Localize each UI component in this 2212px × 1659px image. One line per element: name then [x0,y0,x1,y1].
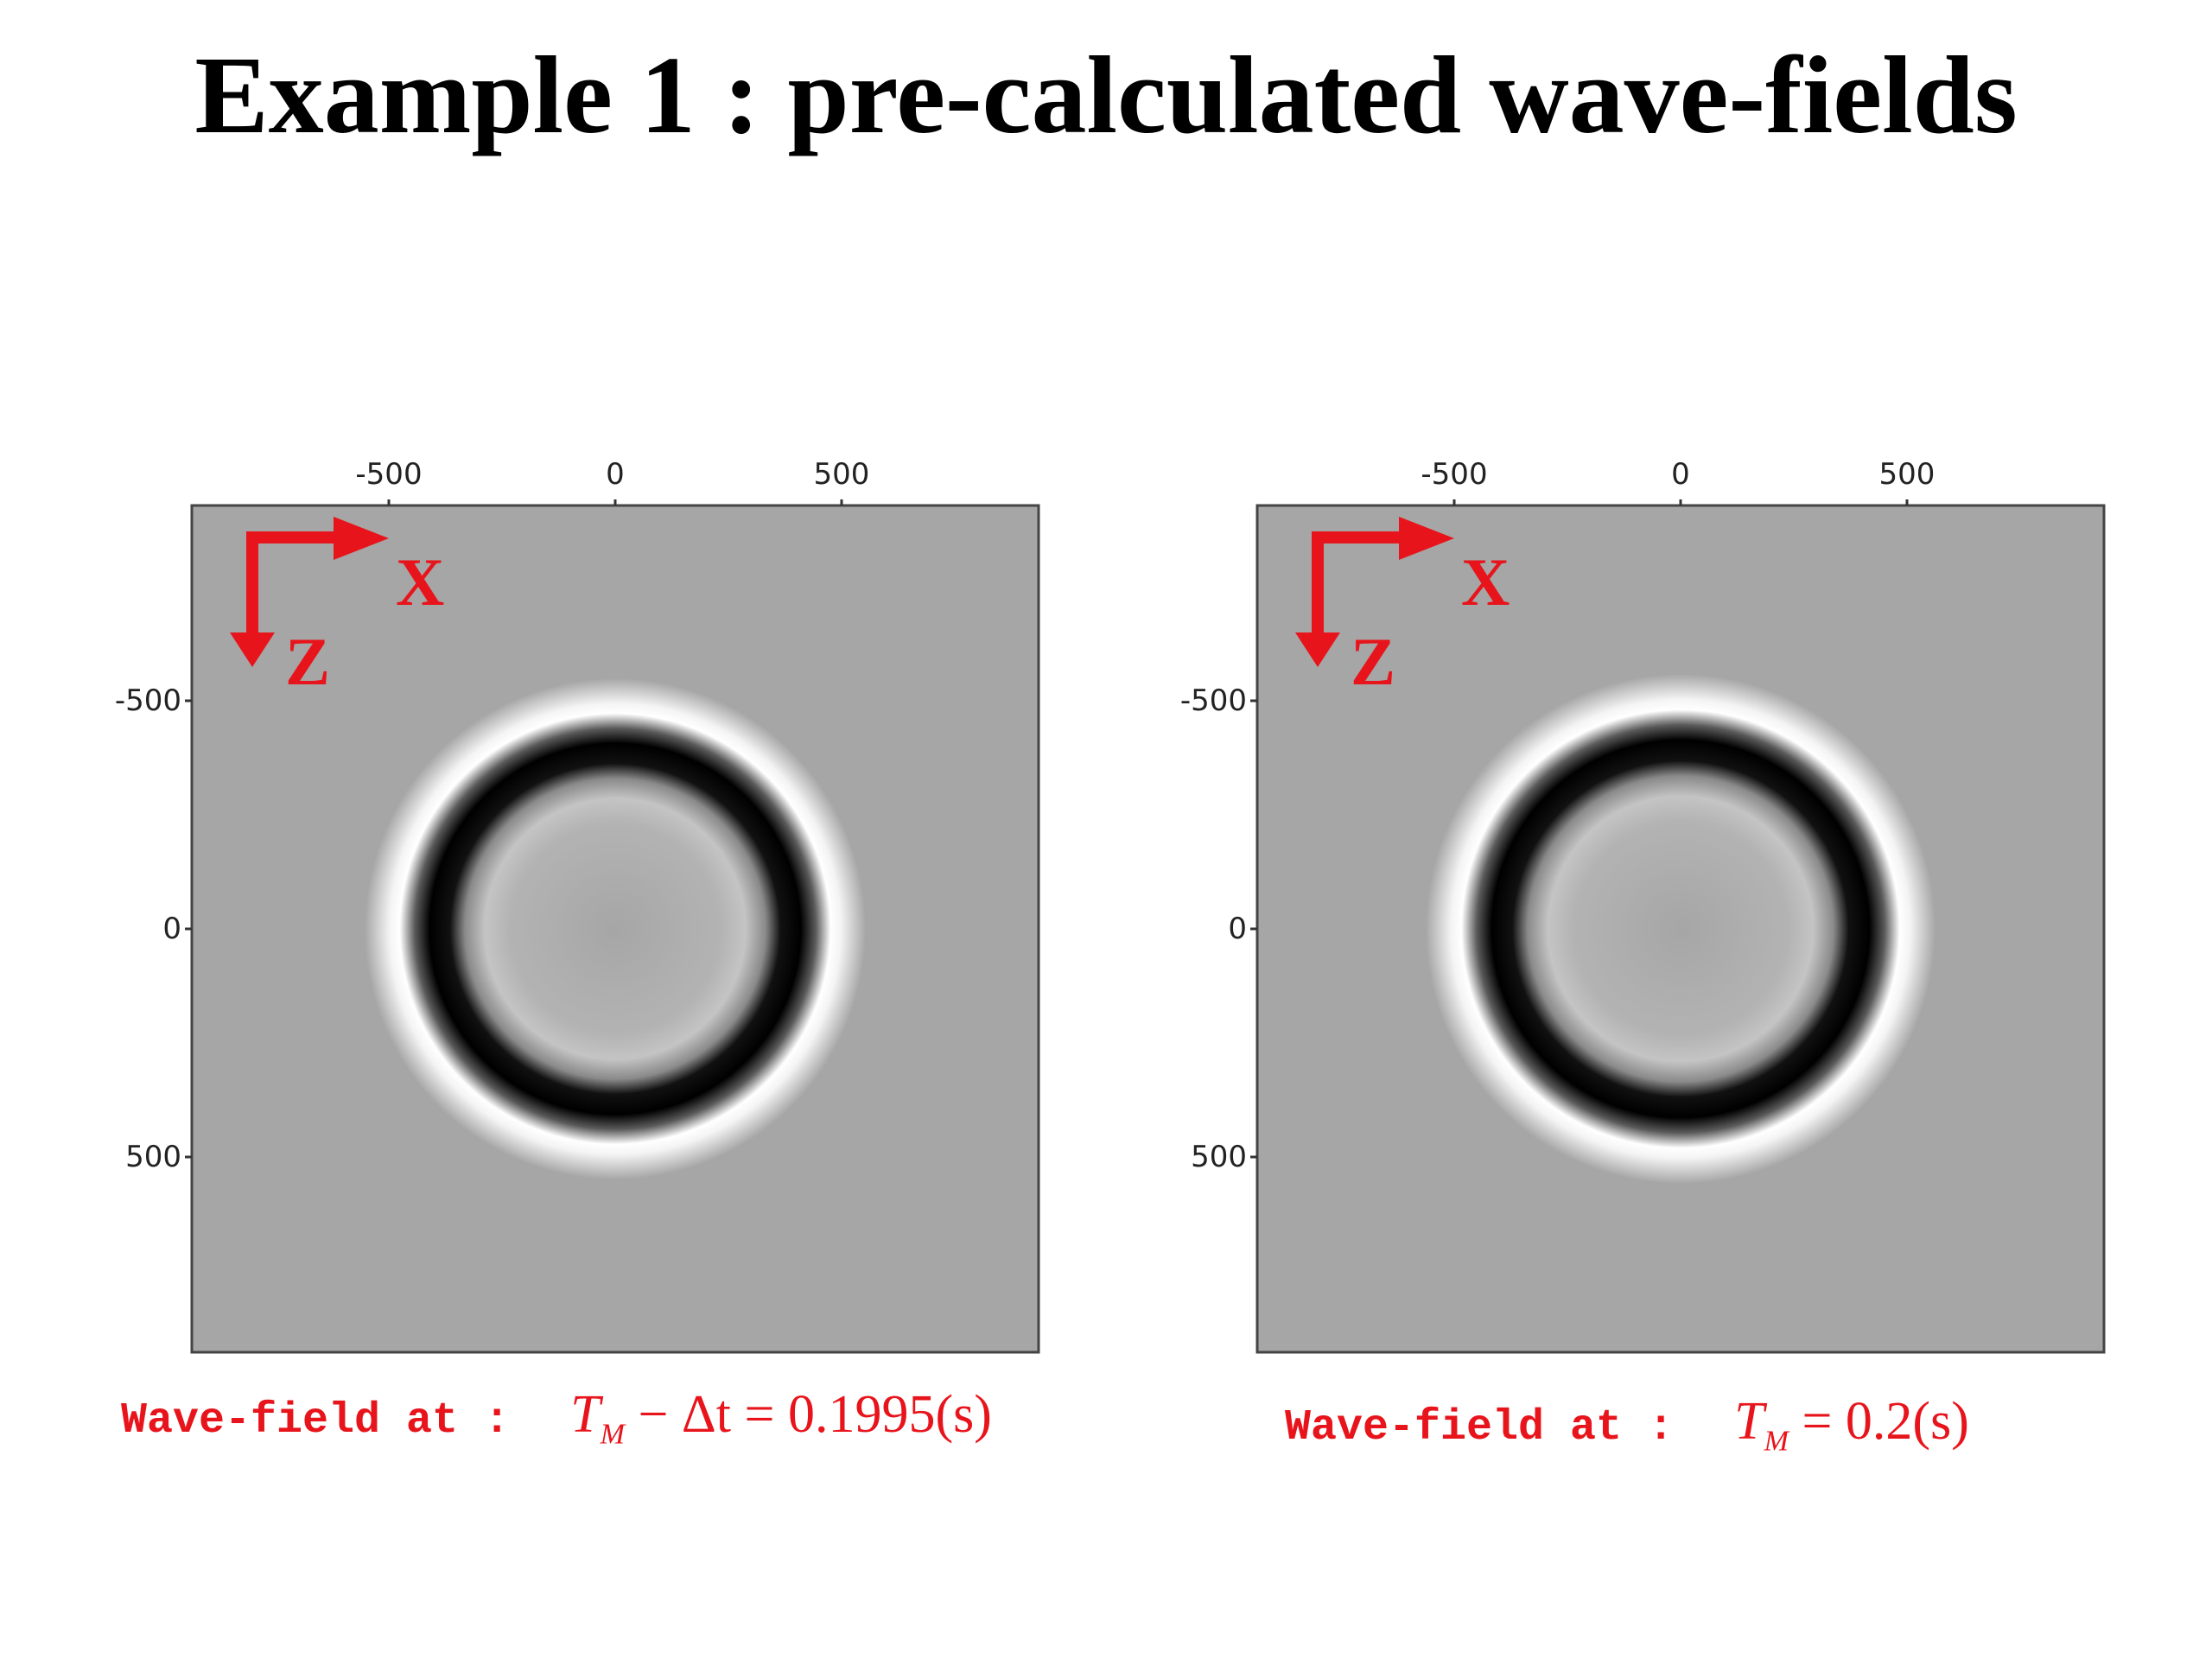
z-tick-label: 0 [1228,912,1247,946]
x-tick-label: -500 [355,457,422,492]
x-tick-label: 500 [1879,457,1936,492]
axis-x-label: X [396,544,444,620]
x-tick-label: 500 [814,457,870,492]
caption-expression: TM − Δt = 0.1995(s) [570,1385,992,1451]
axis-x-label: X [1461,544,1510,620]
axis-z-label: Z [285,624,330,699]
caption-prefix: Wave-field at : [121,1396,511,1446]
wavefield-plot-right: -500 0 500 -500 0 500 X Z [1180,457,2106,1354]
wavefront-ring [365,678,866,1179]
z-tick-label: -500 [1180,683,1247,718]
z-tick-label: 0 [162,912,181,946]
z-tick-label: 500 [125,1140,181,1174]
slide-title: Example 1 : pre-calculated wave-fields [194,34,2018,156]
caption-prefix: Wave-field at : [1285,1403,1675,1452]
wavefront-ring [1426,674,1936,1184]
axis-z-label: Z [1351,624,1395,699]
caption-expression: TM = 0.2(s) [1734,1392,1969,1458]
axis-arrows-icon [230,517,389,667]
x-tick-label: -500 [1421,457,1487,492]
z-tick-label: -500 [115,683,181,718]
caption-left: Wave-field at : TM − Δt = 0.1995(s) [121,1388,992,1449]
axis-arrows-icon [1295,517,1454,667]
caption-right: Wave-field at : TM = 0.2(s) [1285,1395,1969,1456]
z-tick-label: 500 [1191,1140,1247,1174]
x-tick-label: 0 [1671,457,1690,492]
wavefield-plot-left: -500 0 500 -500 0 500 X Z [115,457,1040,1354]
x-tick-label: 0 [606,457,625,492]
